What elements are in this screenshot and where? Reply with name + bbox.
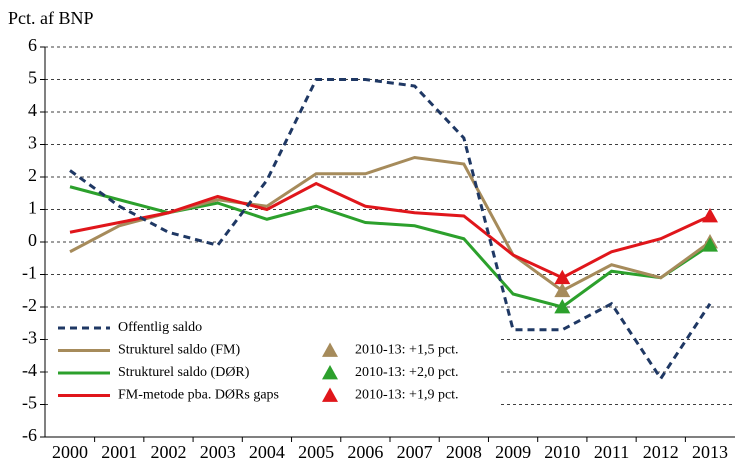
x-tick-label: 2008 [446,442,482,462]
y-tick-label: 2 [28,165,37,185]
y-tick-label: -2 [22,295,37,315]
series-line [69,181,711,280]
y-axis-label: Pct. af BNP [8,8,94,28]
annotation: 2010-13: +1,9 pct. [355,388,459,403]
y-tick-label: 6 [28,35,37,55]
legend: Offentlig saldo Strukturel saldo (FM) 2010… [50,316,500,406]
x-tick-label: 2007 [397,442,433,462]
legend-label: Strukturel saldo (DØR) [118,365,250,380]
x-tick-label: 2010 [544,442,580,462]
y-tick-label: 0 [28,230,37,250]
legend-marker [322,365,338,380]
x-tick-label: 2005 [298,442,334,462]
y-tick-label: -1 [22,263,37,283]
point-marker [554,299,571,314]
y-tick-label: 5 [28,68,37,88]
point-marker [554,269,571,285]
y-tick-label: 4 [28,100,37,120]
point-marker [702,208,718,223]
point-marker [702,237,718,252]
x-tick-label: 2001 [101,442,137,462]
y-tick-label: -5 [22,393,37,413]
x-tick-label: 2003 [200,442,236,462]
x-tick-label: 2009 [495,442,531,462]
legend-marker [322,342,338,357]
point-marker [554,282,571,298]
x-tick-label: 2011 [594,442,629,462]
y-tick-label: -3 [22,328,37,348]
x-tick-label: 2013 [692,442,728,462]
y-tick-label: 3 [28,133,37,153]
x-tick-label: 2006 [347,442,383,462]
series-line [69,78,712,382]
annotation: 2010-13: +1,5 pct. [355,343,459,358]
legend-label: Strukturel saldo (FM) [118,343,240,358]
x-tick-label: 2012 [643,442,679,462]
legend-marker [322,387,338,402]
legend-label: Offentlig saldo [118,320,202,335]
legend-label: FM-metode pba. DØRs gaps [118,388,279,403]
x-tick-label: 2002 [150,442,186,462]
y-tick-label: -4 [22,360,37,380]
y-tick-label: -6 [22,425,37,445]
legend-box [50,316,500,406]
annotation: 2010-13: +2,0 pct. [355,365,459,380]
x-tick-label: 2004 [249,442,285,462]
y-tick-label: 1 [28,198,37,218]
x-tick-label: 2000 [52,442,88,462]
series-line [69,185,711,309]
